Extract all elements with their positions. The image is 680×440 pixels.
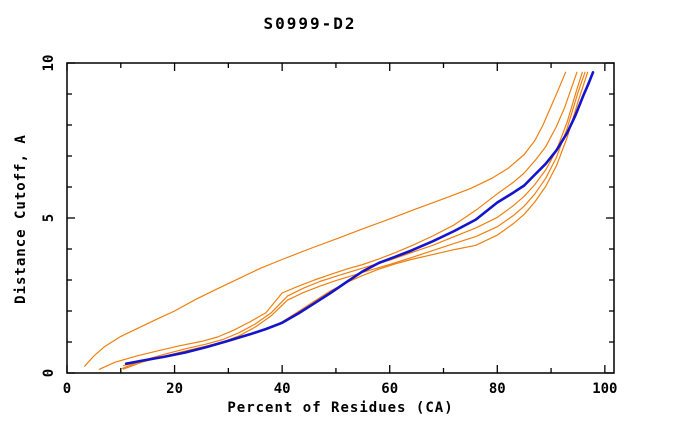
x-tick-label: 40 [274,381,291,397]
y-tick-label: 10 [41,55,57,72]
orange-curve-1 [84,71,567,367]
plot-frame [66,62,615,374]
blue-curve [124,71,595,366]
y-axis-label: Distance Cutoff, A [13,134,29,304]
plot-title: S0999-D2 [263,14,357,33]
x-tick-label: 80 [489,381,506,397]
y-tick-label: 5 [41,214,57,222]
curves [84,71,595,370]
x-tick-label: 20 [166,381,183,397]
orange-curve-2 [98,71,578,370]
y-tick-label: 0 [41,369,57,377]
x-tick-label: 100 [592,381,617,397]
x-tick-label: 60 [381,381,398,397]
axis-ticks [66,62,614,374]
orange-curve-3 [121,71,583,369]
orange-curve-4 [122,71,586,370]
x-tick-label: 0 [63,381,71,397]
x-axis-label: Percent of Residues (CA) [227,400,454,416]
orange-curve-5 [122,71,589,367]
tick-labels: 0 20 40 60 80 100 0 5 10 [41,55,618,397]
